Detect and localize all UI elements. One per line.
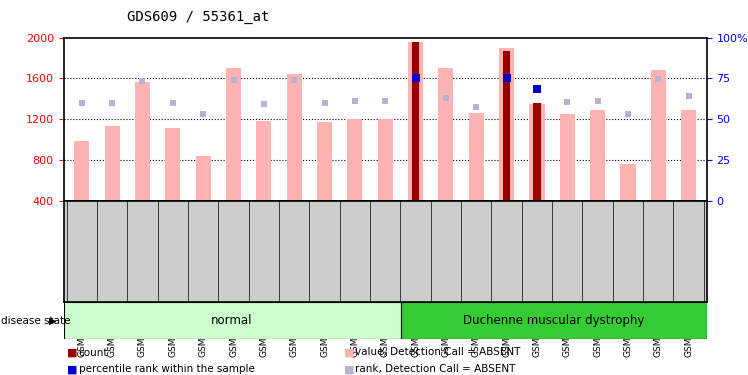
Bar [503, 51, 510, 201]
Bar [105, 126, 120, 201]
Text: GDS609 / 55361_at: GDS609 / 55361_at [127, 10, 269, 24]
Text: Duchenne muscular dystrophy: Duchenne muscular dystrophy [463, 314, 644, 327]
Bar [620, 164, 636, 201]
Text: percentile rank within the sample: percentile rank within the sample [79, 364, 254, 374]
FancyBboxPatch shape [64, 302, 400, 339]
Text: value, Detection Call = ABSENT: value, Detection Call = ABSENT [355, 348, 521, 357]
Text: ■: ■ [344, 364, 355, 374]
Bar [438, 68, 453, 201]
Bar [195, 156, 211, 201]
Text: count: count [79, 348, 108, 357]
Text: ■: ■ [344, 348, 355, 357]
Bar [226, 68, 241, 201]
Bar [411, 42, 420, 201]
Bar [533, 103, 541, 201]
Bar [165, 128, 180, 201]
Bar [74, 141, 89, 201]
Text: disease state: disease state [1, 316, 70, 326]
Bar [560, 114, 575, 201]
Text: normal: normal [211, 314, 253, 327]
Bar [469, 113, 484, 201]
Bar [317, 122, 332, 201]
Bar [590, 110, 605, 201]
Bar [286, 74, 301, 201]
Bar [530, 104, 545, 201]
Bar [408, 42, 423, 201]
Text: ▶: ▶ [49, 316, 56, 326]
FancyBboxPatch shape [400, 302, 707, 339]
Bar [681, 110, 696, 201]
Bar [257, 121, 272, 201]
Bar [651, 70, 666, 201]
Bar [347, 119, 363, 201]
Text: rank, Detection Call = ABSENT: rank, Detection Call = ABSENT [355, 364, 515, 374]
Bar [378, 119, 393, 201]
Text: ■: ■ [67, 348, 78, 357]
Bar [135, 82, 150, 201]
Bar [499, 48, 514, 201]
Text: ■: ■ [67, 364, 78, 374]
